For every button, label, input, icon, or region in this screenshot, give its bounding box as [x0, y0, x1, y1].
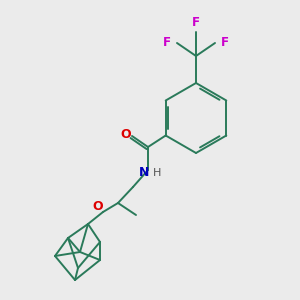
- Text: H: H: [153, 168, 161, 178]
- Text: O: O: [121, 128, 131, 142]
- Text: O: O: [93, 200, 103, 214]
- Text: F: F: [192, 16, 200, 29]
- Text: F: F: [163, 35, 171, 49]
- Text: N: N: [139, 167, 149, 179]
- Text: F: F: [221, 35, 229, 49]
